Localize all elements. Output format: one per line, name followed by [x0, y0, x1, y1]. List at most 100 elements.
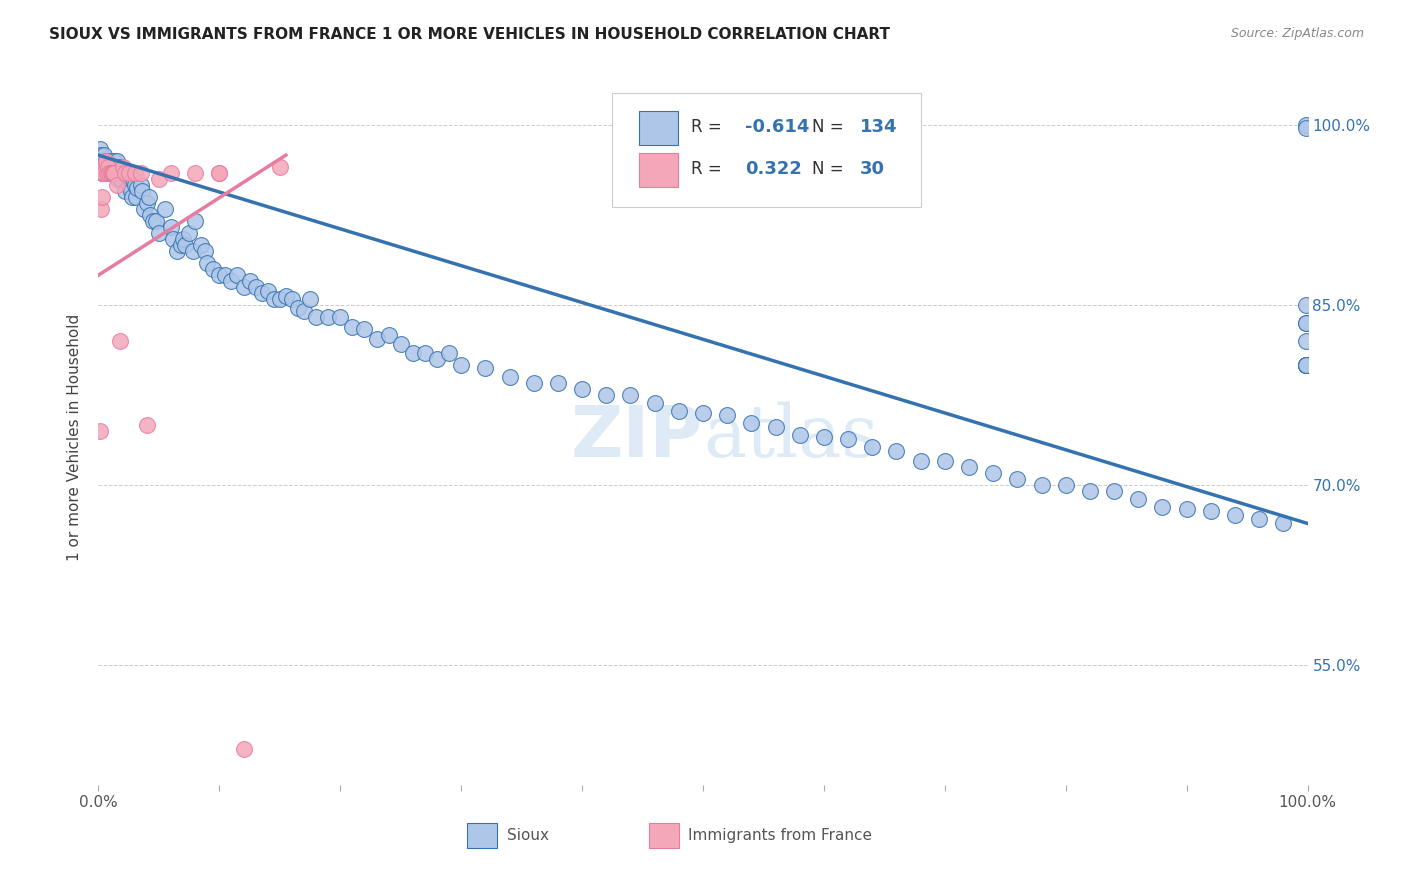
Point [208, 166, 231, 180]
Point [195, 256, 218, 270]
Text: SIOUX VS IMMIGRANTS FROM FRANCE 1 OR MORE VEHICLES IN HOUSEHOLD CORRELATION CHAR: SIOUX VS IMMIGRANTS FROM FRANCE 1 OR MOR… [49, 27, 890, 42]
Point [305, 310, 328, 325]
Text: R =: R = [690, 119, 721, 136]
Text: Sioux: Sioux [508, 828, 550, 843]
Point [105, 166, 128, 180]
Point [135, 196, 157, 211]
Point [716, 409, 738, 423]
Point [274, 288, 297, 302]
Point [97, 160, 120, 174]
Point [93, 160, 115, 174]
Point [1128, 492, 1150, 507]
Text: ZIP: ZIP [571, 402, 703, 472]
Point [148, 226, 170, 240]
FancyBboxPatch shape [638, 112, 678, 145]
Point [1175, 502, 1198, 516]
Point [232, 742, 254, 756]
Point [450, 358, 472, 372]
Point [105, 178, 128, 193]
Point [1295, 358, 1317, 372]
Point [122, 172, 145, 186]
Point [269, 292, 291, 306]
Point [103, 154, 125, 169]
Point [145, 214, 167, 228]
Point [316, 310, 339, 325]
Point [118, 178, 141, 193]
Point [91, 160, 114, 174]
Point [1031, 478, 1053, 492]
Point [1295, 118, 1317, 132]
Point [190, 238, 212, 252]
Point [142, 214, 165, 228]
Point [287, 301, 309, 315]
Point [160, 220, 183, 235]
Point [93, 148, 115, 162]
Point [740, 416, 762, 430]
Point [112, 166, 135, 180]
Point [668, 403, 690, 417]
Point [239, 274, 262, 288]
Point [101, 160, 124, 174]
Point [1295, 120, 1317, 135]
Point [91, 166, 114, 180]
Point [96, 166, 118, 180]
Point [1295, 316, 1317, 330]
Point [1295, 334, 1317, 348]
Point [108, 166, 131, 180]
Point [124, 166, 146, 180]
Point [263, 292, 285, 306]
Text: N =: N = [811, 119, 844, 136]
Point [166, 244, 188, 259]
Point [94, 154, 117, 169]
Point [131, 184, 153, 198]
Point [108, 160, 131, 174]
Text: 30: 30 [860, 161, 886, 178]
Point [299, 292, 322, 306]
Point [329, 310, 352, 325]
Point [1295, 358, 1317, 372]
Y-axis label: 1 or more Vehicles in Household: 1 or more Vehicles in Household [67, 313, 83, 561]
Text: atlas: atlas [703, 401, 879, 473]
Point [120, 184, 142, 198]
Point [174, 238, 197, 252]
Point [910, 454, 932, 468]
Point [886, 444, 908, 458]
Point [571, 382, 593, 396]
Point [101, 166, 124, 180]
Text: Immigrants from France: Immigrants from France [689, 828, 873, 843]
Point [139, 208, 162, 222]
Point [110, 172, 132, 186]
Point [1102, 484, 1125, 499]
Point [97, 166, 120, 180]
Point [100, 166, 122, 180]
Point [644, 396, 666, 410]
Point [498, 370, 520, 384]
Point [181, 244, 204, 259]
Point [91, 166, 114, 180]
Point [124, 178, 146, 193]
Point [292, 304, 315, 318]
Point [134, 202, 156, 216]
Point [256, 284, 278, 298]
Text: 0.322: 0.322 [745, 161, 803, 178]
Point [160, 166, 183, 180]
Point [245, 280, 267, 294]
Point [1295, 358, 1317, 372]
Point [91, 154, 114, 169]
Point [90, 154, 112, 169]
Point [789, 427, 811, 442]
Point [96, 160, 118, 174]
Point [121, 190, 143, 204]
Point [108, 334, 131, 348]
Point [111, 160, 134, 174]
Text: R =: R = [690, 161, 721, 178]
Point [692, 406, 714, 420]
Point [765, 420, 787, 434]
Point [269, 160, 291, 174]
Point [148, 172, 170, 186]
Point [202, 262, 225, 277]
Point [90, 202, 112, 216]
Point [402, 346, 425, 360]
Point [547, 376, 569, 390]
Point [523, 376, 546, 390]
